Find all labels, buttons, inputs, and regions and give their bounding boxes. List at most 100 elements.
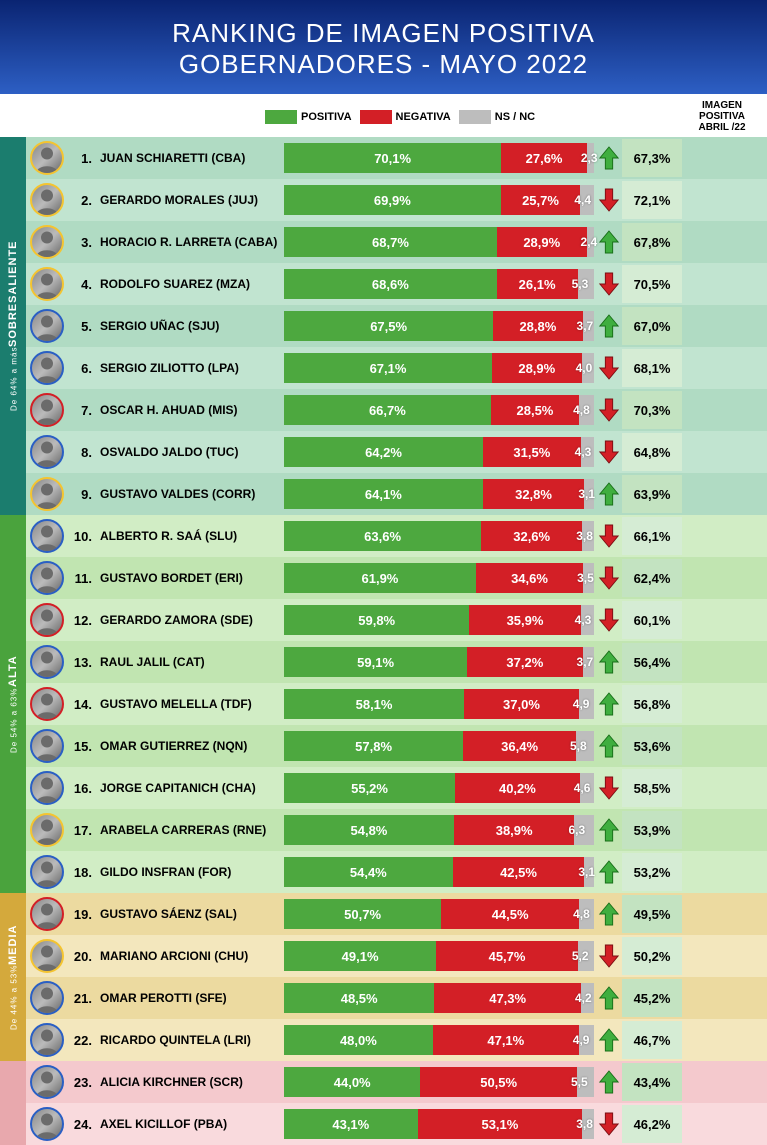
stacked-bar: 48,0%47,1%4,9 bbox=[284, 1025, 594, 1055]
ranking-row: 10.ALBERTO R. SAÁ (SLU)63,6%32,6%3,866,1… bbox=[26, 515, 767, 557]
rank-number: 1. bbox=[70, 151, 92, 166]
avatar bbox=[30, 1065, 64, 1099]
bar-nsnc: 5,5 bbox=[577, 1067, 594, 1097]
ranking-row: 14.GUSTAVO MELELLA (TDF)58,1%37,0%4,956,… bbox=[26, 683, 767, 725]
bar-nsnc: 3,5 bbox=[583, 563, 594, 593]
rank-number: 17. bbox=[70, 823, 92, 838]
previous-value: 46,2% bbox=[622, 1105, 682, 1143]
bar-positive: 43,1% bbox=[284, 1109, 418, 1139]
previous-value: 46,7% bbox=[622, 1021, 682, 1059]
governor-name: SERGIO UÑAC (SJU) bbox=[100, 319, 284, 333]
rank-number: 8. bbox=[70, 445, 92, 460]
bar-positive: 68,7% bbox=[284, 227, 497, 257]
bar-nsnc: 4,9 bbox=[579, 689, 594, 719]
bar-positive: 54,8% bbox=[284, 815, 454, 845]
bar-negative: 37,2% bbox=[467, 647, 582, 677]
bar-negative: 35,9% bbox=[469, 605, 580, 635]
stacked-bar: 50,7%44,5%4,8 bbox=[284, 899, 594, 929]
previous-value: 56,4% bbox=[622, 643, 682, 681]
bar-positive: 69,9% bbox=[284, 185, 501, 215]
swatch-nsnc bbox=[459, 110, 491, 124]
previous-value: 68,1% bbox=[622, 349, 682, 387]
bar-negative: 50,5% bbox=[420, 1067, 577, 1097]
previous-value: 67,8% bbox=[622, 223, 682, 261]
previous-value: 70,5% bbox=[622, 265, 682, 303]
trend-down-icon bbox=[596, 397, 622, 423]
bar-nsnc: 5,3 bbox=[578, 269, 594, 299]
rank-number: 2. bbox=[70, 193, 92, 208]
stacked-bar: 64,1%32,8%3,1 bbox=[284, 479, 594, 509]
bar-nsnc: 4,9 bbox=[579, 1025, 594, 1055]
bar-nsnc: 3,8 bbox=[582, 1109, 594, 1139]
avatar bbox=[30, 225, 64, 259]
trend-down-icon bbox=[596, 565, 622, 591]
governor-name: GUSTAVO MELELLA (TDF) bbox=[100, 697, 284, 711]
category-bands: De 64% a másSOBRESALIENTEDe 54% a 63%ALT… bbox=[0, 137, 26, 1145]
previous-value: 50,2% bbox=[622, 937, 682, 975]
stacked-bar: 67,1%28,9%4,0 bbox=[284, 353, 594, 383]
ranking-row: 21.OMAR PEROTTI (SFE)48,5%47,3%4,245,2% bbox=[26, 977, 767, 1019]
bar-positive: 70,1% bbox=[284, 143, 501, 173]
avatar bbox=[30, 603, 64, 637]
bar-negative: 28,9% bbox=[492, 353, 582, 383]
governor-name: HORACIO R. LARRETA (CABA) bbox=[100, 235, 284, 249]
ranking-row: 9.GUSTAVO VALDES (CORR)64,1%32,8%3,163,9… bbox=[26, 473, 767, 515]
ranking-row: 4.RODOLFO SUAREZ (MZA)68,6%26,1%5,370,5% bbox=[26, 263, 767, 305]
avatar bbox=[30, 687, 64, 721]
bar-negative: 45,7% bbox=[436, 941, 578, 971]
main-area: De 64% a másSOBRESALIENTEDe 54% a 63%ALT… bbox=[0, 137, 767, 1145]
bar-nsnc: 4,8 bbox=[579, 395, 594, 425]
stacked-bar: 64,2%31,5%4,3 bbox=[284, 437, 594, 467]
avatar bbox=[30, 267, 64, 301]
previous-value: 67,3% bbox=[622, 139, 682, 177]
previous-value: 67,0% bbox=[622, 307, 682, 345]
category-band: De 64% a másSOBRESALIENTE bbox=[0, 137, 26, 515]
ranking-row: 23.ALICIA KIRCHNER (SCR)44,0%50,5%5,543,… bbox=[26, 1061, 767, 1103]
bar-negative: 31,5% bbox=[483, 437, 581, 467]
ranking-row: 11.GUSTAVO BORDET (ERI)61,9%34,6%3,562,4… bbox=[26, 557, 767, 599]
previous-value: 53,6% bbox=[622, 727, 682, 765]
stacked-bar: 66,7%28,5%4,8 bbox=[284, 395, 594, 425]
governor-name: OMAR PEROTTI (SFE) bbox=[100, 991, 284, 1005]
avatar bbox=[30, 141, 64, 175]
bar-nsnc: 3,1 bbox=[584, 857, 594, 887]
data-rows: 1.JUAN SCHIARETTI (CBA)70,1%27,6%2,367,3… bbox=[26, 137, 767, 1145]
bar-positive: 59,8% bbox=[284, 605, 469, 635]
avatar bbox=[30, 393, 64, 427]
stacked-bar: 70,1%27,6%2,3 bbox=[284, 143, 594, 173]
bar-nsnc: 4,4 bbox=[580, 185, 594, 215]
trend-up-icon bbox=[596, 985, 622, 1011]
previous-value: 66,1% bbox=[622, 517, 682, 555]
bar-positive: 48,0% bbox=[284, 1025, 433, 1055]
avatar bbox=[30, 519, 64, 553]
bar-positive: 67,1% bbox=[284, 353, 492, 383]
governor-name: GERARDO ZAMORA (SDE) bbox=[100, 613, 284, 627]
bar-negative: 32,8% bbox=[483, 479, 585, 509]
rank-number: 15. bbox=[70, 739, 92, 754]
avatar bbox=[30, 183, 64, 217]
bar-positive: 49,1% bbox=[284, 941, 436, 971]
governor-name: OSCAR H. AHUAD (MIS) bbox=[100, 403, 284, 417]
stacked-bar: 54,4%42,5%3,1 bbox=[284, 857, 594, 887]
bar-negative: 53,1% bbox=[418, 1109, 583, 1139]
stacked-bar: 63,6%32,6%3,8 bbox=[284, 521, 594, 551]
bar-positive: 61,9% bbox=[284, 563, 476, 593]
stacked-bar: 68,6%26,1%5,3 bbox=[284, 269, 594, 299]
prev-column-header: IMAGEN POSITIVA ABRIL /22 bbox=[687, 100, 757, 133]
governor-name: OMAR GUTIERREZ (NQN) bbox=[100, 739, 284, 753]
ranking-row: 5.SERGIO UÑAC (SJU)67,5%28,8%3,767,0% bbox=[26, 305, 767, 347]
stacked-bar: 59,1%37,2%3,7 bbox=[284, 647, 594, 677]
legend-nsnc-label: NS / NC bbox=[495, 111, 535, 123]
bar-negative: 36,4% bbox=[463, 731, 576, 761]
rank-number: 9. bbox=[70, 487, 92, 502]
stacked-bar: 55,2%40,2%4,6 bbox=[284, 773, 594, 803]
previous-value: 62,4% bbox=[622, 559, 682, 597]
governor-name: RODOLFO SUAREZ (MZA) bbox=[100, 277, 284, 291]
rank-number: 20. bbox=[70, 949, 92, 964]
avatar bbox=[30, 939, 64, 973]
chart-title: RANKING DE IMAGEN POSITIVA GOBERNADORES … bbox=[10, 18, 757, 80]
bar-positive: 54,4% bbox=[284, 857, 453, 887]
trend-up-icon bbox=[596, 481, 622, 507]
ranking-row: 3.HORACIO R. LARRETA (CABA)68,7%28,9%2,4… bbox=[26, 221, 767, 263]
avatar bbox=[30, 1107, 64, 1141]
